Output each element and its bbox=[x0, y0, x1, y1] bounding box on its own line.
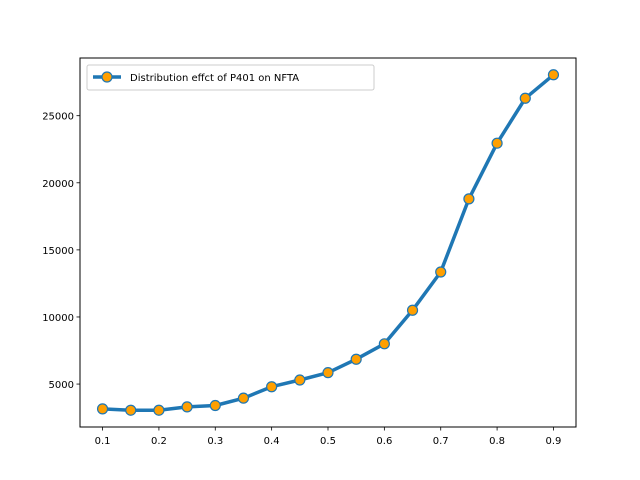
data-point bbox=[378, 338, 390, 350]
data-point bbox=[547, 69, 560, 81]
legend: Distribution effct of P401 on NFTA bbox=[86, 64, 375, 91]
x-tick-label: 0.8 bbox=[489, 436, 505, 447]
data-point bbox=[294, 374, 306, 386]
x-tick-label: 0.7 bbox=[433, 436, 449, 447]
x-tick-label: 0.3 bbox=[207, 436, 223, 447]
data-point bbox=[153, 404, 165, 416]
y-tick-label: 5000 bbox=[49, 380, 74, 391]
data-point bbox=[463, 193, 475, 205]
data-point bbox=[350, 353, 362, 365]
plot-frame bbox=[79, 57, 577, 428]
data-point bbox=[519, 92, 531, 104]
data-point bbox=[96, 403, 109, 415]
legend-label: Distribution effct of P401 on NFTA bbox=[130, 73, 299, 84]
data-point bbox=[237, 392, 250, 404]
data-point bbox=[209, 399, 221, 412]
data-point bbox=[491, 137, 503, 149]
legend-box bbox=[86, 64, 375, 91]
x-tick-label: 0.9 bbox=[546, 436, 562, 447]
data-point bbox=[406, 304, 419, 316]
data-point bbox=[322, 367, 334, 379]
x-tick-label: 0.2 bbox=[151, 436, 167, 447]
x-tick-label: 0.4 bbox=[264, 436, 280, 447]
data-point bbox=[435, 266, 447, 278]
x-axis-ticks: 0.1 0.2 0.3 0.4 0.5 0.6 0.7 0.8 0.9 bbox=[95, 427, 562, 447]
series-layer bbox=[96, 69, 560, 416]
x-tick-label: 0.6 bbox=[376, 436, 392, 447]
data-point bbox=[181, 401, 193, 413]
plot-area bbox=[80, 58, 576, 427]
data-point bbox=[266, 381, 278, 393]
y-tick-label: 20000 bbox=[42, 179, 74, 190]
x-tick-label: 0.1 bbox=[95, 436, 111, 447]
data-point bbox=[125, 404, 137, 416]
x-tick-label: 0.5 bbox=[320, 436, 336, 447]
y-tick-label: 15000 bbox=[42, 246, 74, 257]
y-tick-label: 25000 bbox=[42, 112, 74, 123]
y-tick-label: 10000 bbox=[42, 313, 74, 324]
legend-marker-swatch bbox=[101, 71, 113, 83]
y-axis-ticks: 5000 10000 15000 20000 25000 bbox=[42, 112, 80, 391]
